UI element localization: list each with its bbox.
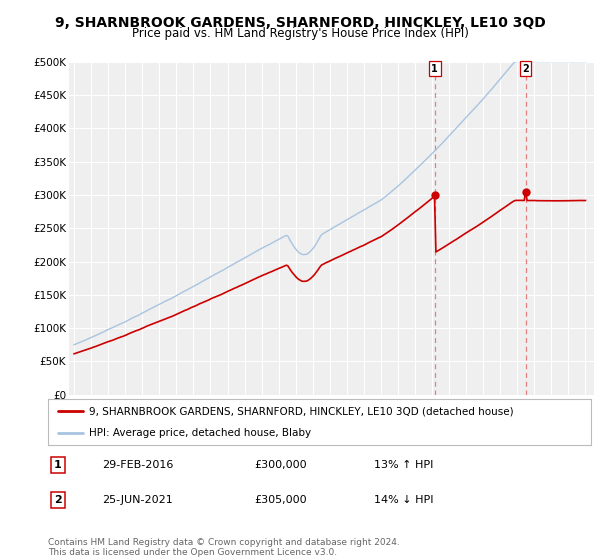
Text: Price paid vs. HM Land Registry's House Price Index (HPI): Price paid vs. HM Land Registry's House … bbox=[131, 27, 469, 40]
Text: 29-FEB-2016: 29-FEB-2016 bbox=[103, 460, 173, 470]
Text: 1: 1 bbox=[54, 460, 62, 470]
Text: Contains HM Land Registry data © Crown copyright and database right 2024.
This d: Contains HM Land Registry data © Crown c… bbox=[48, 538, 400, 557]
Text: £300,000: £300,000 bbox=[254, 460, 307, 470]
Text: 13% ↑ HPI: 13% ↑ HPI bbox=[374, 460, 433, 470]
Text: 14% ↓ HPI: 14% ↓ HPI bbox=[374, 495, 433, 505]
Text: £305,000: £305,000 bbox=[254, 495, 307, 505]
Text: HPI: Average price, detached house, Blaby: HPI: Average price, detached house, Blab… bbox=[89, 428, 311, 438]
Text: 25-JUN-2021: 25-JUN-2021 bbox=[103, 495, 173, 505]
Text: 1: 1 bbox=[431, 64, 438, 73]
Text: 2: 2 bbox=[54, 495, 62, 505]
Text: 9, SHARNBROOK GARDENS, SHARNFORD, HINCKLEY, LE10 3QD: 9, SHARNBROOK GARDENS, SHARNFORD, HINCKL… bbox=[55, 16, 545, 30]
Text: 9, SHARNBROOK GARDENS, SHARNFORD, HINCKLEY, LE10 3QD (detached house): 9, SHARNBROOK GARDENS, SHARNFORD, HINCKL… bbox=[89, 406, 514, 416]
Text: 2: 2 bbox=[522, 64, 529, 73]
